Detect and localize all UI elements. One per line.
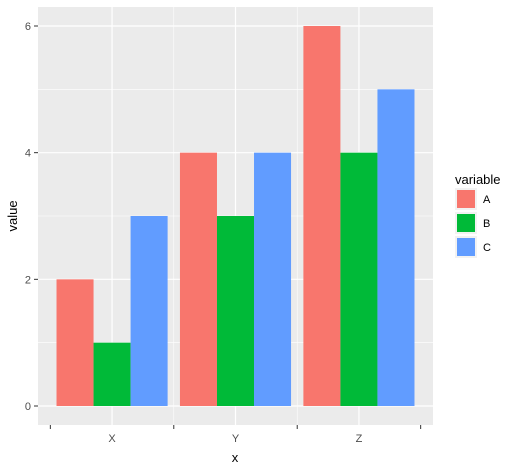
bar-a-z [303, 26, 341, 406]
bar-a-x [56, 279, 94, 406]
legend-label-a: A [483, 194, 491, 206]
y-axis: 0 2 4 6 [25, 21, 38, 413]
legend: variable ABC [455, 172, 501, 258]
x-tick-label: Z [356, 433, 363, 445]
x-tick-label: X [108, 433, 116, 445]
bar-b-y [216, 216, 255, 406]
legend-swatch-c [457, 238, 475, 256]
x-tick-label: Y [232, 433, 240, 445]
x-axis: X Y Z [49, 425, 422, 445]
legend-label-b: B [483, 218, 490, 230]
legend-swatch-a [457, 190, 475, 208]
legend-swatch-b [457, 214, 475, 232]
legend-title: variable [455, 172, 501, 187]
bar-c-x [130, 216, 168, 406]
bars [56, 26, 415, 406]
y-tick-label: 2 [25, 274, 31, 286]
bar-a-y [179, 152, 217, 406]
bar-b-z [340, 152, 378, 406]
y-tick-label: 0 [25, 401, 31, 413]
y-axis-title: value [5, 200, 20, 231]
x-axis-title: x [232, 450, 239, 465]
bar-b-x [93, 342, 131, 406]
y-tick-label: 4 [25, 148, 31, 160]
bar-c-y [254, 152, 292, 406]
y-tick-label: 6 [25, 21, 31, 33]
bar-c-z [377, 89, 415, 406]
legend-label-c: C [483, 242, 491, 254]
